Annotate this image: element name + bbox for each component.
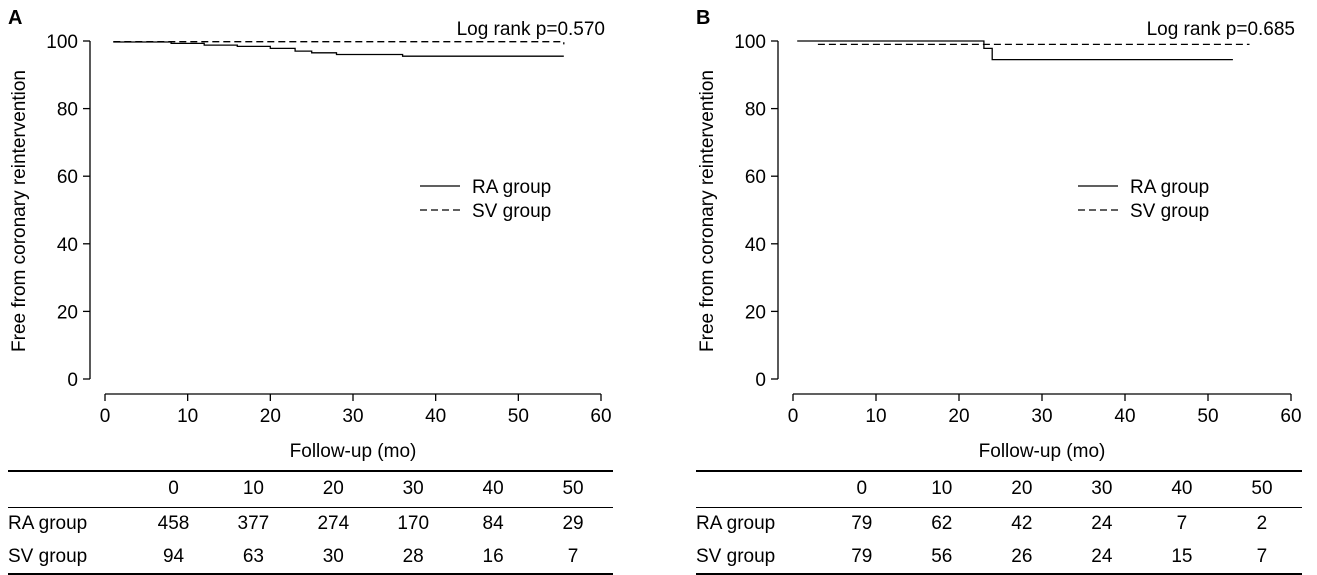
log-rank-annotation: Log rank p=0.685 xyxy=(1147,19,1295,40)
table-header-row: 0 10 20 30 40 50 xyxy=(8,470,613,507)
table-cell: 79 xyxy=(821,541,902,575)
table-cell: 10 xyxy=(213,470,294,507)
table-cell: 50 xyxy=(533,470,613,507)
y-axis-label: Free from coronary reintervention xyxy=(9,70,30,352)
risk-table-a: 0 10 20 30 40 50 RA group 458 377 274 170 84 29 SV gr… xyxy=(8,470,613,575)
legend-label-ra: RA group xyxy=(1130,177,1209,198)
table-cell: 50 xyxy=(1221,470,1302,507)
km-chart-a: A 0 20 40 60 80 100 0 10 20 30 40 50 60 Follow-up (mo)… xyxy=(8,7,612,462)
y-tick-label: 40 xyxy=(57,235,78,256)
x-tick-label: 50 xyxy=(508,406,529,427)
table-cell: 16 xyxy=(453,541,534,575)
table-cell: 28 xyxy=(373,541,454,575)
row-label-cell: SV group xyxy=(8,541,134,575)
table-corner-cell xyxy=(696,470,822,507)
panel-letter-b: B xyxy=(696,7,710,29)
ra-survival-curve xyxy=(113,41,564,57)
panel-a: A 0 20 40 60 80 100 0 10 20 30 40 50 60 Follow-up (mo)… xyxy=(0,0,640,575)
x-tick-label: 0 xyxy=(100,406,111,427)
y-tick-label: 20 xyxy=(745,302,766,323)
table-cell: 0 xyxy=(133,470,214,507)
table-cell: 56 xyxy=(901,541,982,575)
table-cell: 7 xyxy=(1221,541,1302,575)
y-tick-label: 20 xyxy=(57,302,78,323)
km-chart-b: B 0 20 40 60 80 100 0 10 20 30 40 50 60 Follow-up (mo)… xyxy=(696,7,1302,462)
table-cell: 94 xyxy=(133,541,214,575)
y-tick-label: 60 xyxy=(745,167,766,188)
table-cell: 24 xyxy=(1061,506,1142,541)
y-tick-label: 80 xyxy=(745,100,766,121)
table-cell: 62 xyxy=(901,506,982,541)
table-cell: 63 xyxy=(213,541,294,575)
table-cell: 0 xyxy=(821,470,902,507)
table-row: RA group 458 377 274 170 84 29 xyxy=(8,506,613,541)
table-cell: 30 xyxy=(1061,470,1142,507)
legend-label-ra: RA group xyxy=(472,177,551,198)
risk-table-b: 0 10 20 30 40 50 RA group 79 62 42 24 7 2 SV group 79 5… xyxy=(696,470,1302,575)
sv-survival-curve xyxy=(113,41,565,45)
table-cell: 40 xyxy=(453,470,534,507)
table-header-row: 0 10 20 30 40 50 xyxy=(696,470,1302,507)
log-rank-annotation: Log rank p=0.570 xyxy=(457,19,605,40)
panel-b: B 0 20 40 60 80 100 0 10 20 30 40 50 60 Follow-up (mo)… xyxy=(688,0,1317,575)
x-tick-label: 0 xyxy=(788,406,799,427)
table-cell: 20 xyxy=(981,470,1062,507)
y-tick-label: 60 xyxy=(57,167,78,188)
table-cell: 377 xyxy=(213,506,294,541)
ra-survival-curve xyxy=(797,40,1233,61)
table-row: RA group 79 62 42 24 7 2 xyxy=(696,506,1302,541)
x-axis-label: Follow-up (mo) xyxy=(979,441,1106,462)
table-cell: 24 xyxy=(1061,541,1142,575)
x-tick-label: 40 xyxy=(1114,406,1135,427)
x-tick-label: 30 xyxy=(1031,406,1052,427)
y-tick-label: 0 xyxy=(67,370,78,391)
row-label-cell: RA group xyxy=(696,506,822,541)
table-cell: 7 xyxy=(533,541,613,575)
y-tick-label: 100 xyxy=(46,32,78,53)
legend-label-sv: SV group xyxy=(472,201,551,222)
panel-letter-a: A xyxy=(8,7,22,29)
table-cell: 79 xyxy=(821,506,902,541)
table-cell: 15 xyxy=(1141,541,1222,575)
table-cell: 42 xyxy=(981,506,1062,541)
x-tick-label: 60 xyxy=(1280,406,1301,427)
row-label-cell: SV group xyxy=(696,541,822,575)
table-cell: 458 xyxy=(133,506,214,541)
table-cell: 30 xyxy=(373,470,454,507)
table-cell: 26 xyxy=(981,541,1062,575)
table-corner-cell xyxy=(8,470,134,507)
table-cell: 170 xyxy=(373,506,454,541)
table-cell: 40 xyxy=(1141,470,1222,507)
table-cell: 7 xyxy=(1141,506,1222,541)
x-tick-label: 10 xyxy=(865,406,886,427)
table-cell: 10 xyxy=(901,470,982,507)
x-tick-label: 20 xyxy=(260,406,281,427)
table-row: SV group 94 63 30 28 16 7 xyxy=(8,541,613,575)
y-tick-label: 0 xyxy=(755,370,766,391)
table-cell: 30 xyxy=(293,541,374,575)
legend-label-sv: SV group xyxy=(1130,201,1209,222)
x-tick-label: 30 xyxy=(342,406,363,427)
y-tick-label: 100 xyxy=(734,32,766,53)
row-label-cell: RA group xyxy=(8,506,134,541)
x-tick-label: 50 xyxy=(1197,406,1218,427)
table-cell: 274 xyxy=(293,506,374,541)
table-cell: 84 xyxy=(453,506,534,541)
table-cell: 29 xyxy=(533,506,613,541)
x-tick-label: 40 xyxy=(425,406,446,427)
y-tick-label: 40 xyxy=(745,235,766,256)
x-axis-label: Follow-up (mo) xyxy=(290,441,417,462)
x-tick-label: 60 xyxy=(590,406,611,427)
table-cell: 2 xyxy=(1221,506,1302,541)
x-tick-label: 20 xyxy=(948,406,969,427)
table-cell: 20 xyxy=(293,470,374,507)
x-tick-label: 10 xyxy=(177,406,198,427)
table-row: SV group 79 56 26 24 15 7 xyxy=(696,541,1302,575)
y-tick-label: 80 xyxy=(57,100,78,121)
y-axis-label: Free from coronary reintervention xyxy=(697,70,718,352)
